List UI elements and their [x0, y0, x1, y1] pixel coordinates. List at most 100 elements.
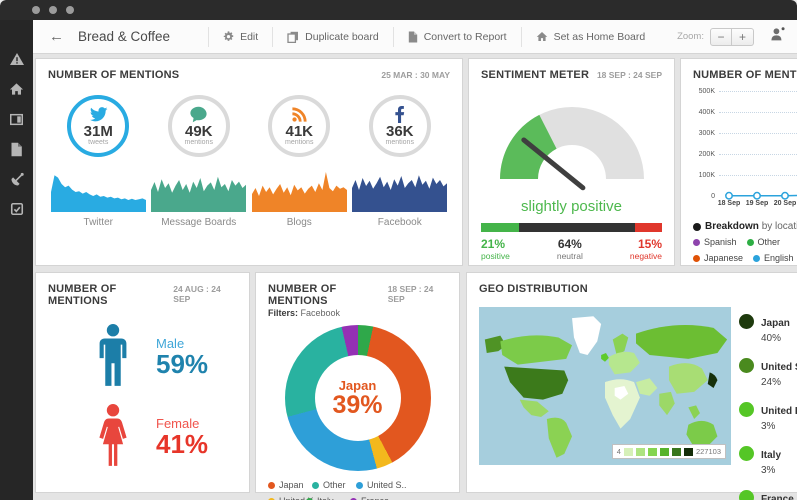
sidebar	[0, 20, 33, 500]
timeline-series	[725, 191, 797, 200]
back-button[interactable]: ←	[49, 28, 64, 45]
legend-item-united-states: United S..	[356, 480, 412, 490]
satellite-icon	[11, 172, 24, 186]
card-date-range: 18 SEP : 24 SEP	[387, 284, 434, 304]
rss-icon	[292, 107, 307, 122]
alert-triangle-icon	[9, 53, 24, 65]
twitter-icon	[89, 106, 108, 121]
legend-item-japan: Japan	[268, 480, 312, 490]
sidebar-item-channels[interactable]	[0, 164, 33, 194]
positive-stat: 21% positive	[481, 237, 510, 261]
map-color-scale: 4 227103	[611, 444, 726, 459]
zoom-out-button[interactable]: −	[710, 27, 732, 46]
y-tick: 0	[711, 192, 715, 200]
message-boards-ring: 49K mentions	[167, 95, 230, 157]
message-boards-sparkline	[151, 176, 247, 212]
user-menu-button[interactable]	[770, 27, 785, 46]
tasks-checkbox-icon	[10, 202, 23, 216]
set-home-board-button[interactable]: Set as Home Board	[520, 26, 660, 47]
sidebar-item-alerts[interactable]	[0, 44, 33, 74]
card-date-range: 25 MAR : 30 MAY	[381, 70, 450, 80]
y-tick: 300K	[698, 129, 715, 137]
edit-button-label: Edit	[240, 30, 259, 43]
home-icon	[536, 32, 547, 41]
facebook-icon	[395, 106, 404, 123]
card-title: NUMBER OF MENTIONS	[693, 69, 797, 81]
channel-message-boards: 49K mentions Message Boards	[149, 95, 250, 228]
legend-title: Breakdown by location	[693, 221, 797, 232]
card-sentiment-meter: SENTIMENT METER 18 SEP : 24 SEP slightly…	[468, 58, 675, 266]
y-tick: 200K	[698, 150, 715, 158]
window-minimize-button[interactable]	[49, 6, 57, 14]
positive-bar-segment	[481, 223, 519, 232]
zoom-label: Zoom:	[677, 31, 704, 42]
card-title: NUMBER OF MENTIONS	[268, 283, 337, 307]
world-map[interactable]: 4 227103	[479, 307, 731, 465]
legend-item-italy: Italy	[306, 496, 350, 500]
female-stat: Female 41%	[94, 403, 237, 469]
neutral-pct: 64%	[557, 237, 582, 251]
blogs-ring: 41K mentions	[268, 95, 331, 157]
message-boards-value: 49K	[184, 123, 213, 140]
negative-bar-segment	[634, 223, 662, 232]
card-title: GEO DISTRIBUTION	[479, 283, 588, 295]
x-tick: 20 Sep	[773, 200, 797, 207]
sidebar-item-home[interactable]	[0, 74, 33, 104]
window-close-button[interactable]	[32, 6, 40, 14]
male-percent: 59%	[156, 348, 209, 379]
scale-min: 4	[616, 447, 621, 456]
gauge-fill	[499, 114, 557, 179]
gridline	[719, 154, 797, 155]
sidebar-item-boards[interactable]	[0, 104, 33, 134]
channel-label: Blogs	[286, 217, 312, 228]
female-icon	[99, 404, 127, 466]
channel-blogs: 41K mentions Blogs	[249, 95, 350, 228]
channel-label: Facebook	[377, 217, 422, 228]
zoom-in-button[interactable]: +	[732, 27, 754, 46]
document-icon	[408, 31, 417, 42]
sidebar-item-reports[interactable]	[0, 134, 33, 164]
card-date-range: 24 AUG : 24 SEP	[173, 284, 221, 304]
window-maximize-button[interactable]	[66, 6, 74, 14]
legend-item-english: English	[753, 253, 794, 263]
donut-center-label: Japan	[338, 378, 377, 393]
geo-legend-united-states: United States24%	[739, 357, 797, 388]
filters-label: Filters:	[268, 308, 299, 318]
geo-legend-italy: Italy 3%	[739, 445, 797, 476]
donut-center: Japan 39%	[314, 355, 401, 441]
facebook-unit: mentions	[385, 139, 414, 146]
twitter-unit: tweets	[88, 138, 109, 146]
set-home-board-label: Set as Home Board	[553, 30, 646, 43]
x-tick: 18 Sep	[717, 200, 741, 207]
negative-stat: 15% negative	[630, 237, 662, 261]
male-stat: Male 59%	[94, 323, 237, 389]
duplicate-board-label: Duplicate board	[305, 30, 379, 43]
copy-icon	[287, 31, 299, 43]
blogs-sparkline	[251, 172, 347, 212]
sidebar-item-tasks[interactable]	[0, 194, 33, 224]
gridline	[719, 133, 797, 134]
twitter-sparkline	[50, 175, 146, 212]
geo-legend-france: France3%	[739, 489, 797, 500]
card-number-of-mentions-donut: NUMBER OF MENTIONS 18 SEP : 24 SEP Filte…	[255, 272, 460, 500]
positive-label: positive	[481, 251, 510, 261]
board-title: Bread & Coffee	[78, 29, 171, 44]
filters-row: Filters: Facebook	[268, 308, 447, 318]
legend-title-dot	[693, 222, 701, 231]
y-tick: 400K	[698, 108, 715, 116]
edit-button[interactable]: Edit	[208, 26, 272, 47]
gridline	[719, 91, 797, 92]
legend-item-united-kingdom: United K..	[268, 496, 319, 500]
facebook-sparkline	[352, 175, 448, 212]
duplicate-board-button[interactable]: Duplicate board	[272, 26, 393, 47]
card-number-of-mentions-timeline: NUMBER OF MENTIONS 500K 400K 300K 200K 1…	[680, 58, 797, 266]
male-icon	[99, 324, 127, 386]
gauge-needle	[520, 137, 585, 191]
report-document-icon	[11, 142, 22, 156]
convert-to-report-button[interactable]: Convert to Report	[392, 26, 521, 47]
legend-item-japanese: Japanese	[693, 253, 743, 263]
window-controls	[32, 6, 74, 14]
facebook-ring: 36K mentions	[368, 95, 431, 157]
negative-pct: 15%	[637, 237, 662, 251]
